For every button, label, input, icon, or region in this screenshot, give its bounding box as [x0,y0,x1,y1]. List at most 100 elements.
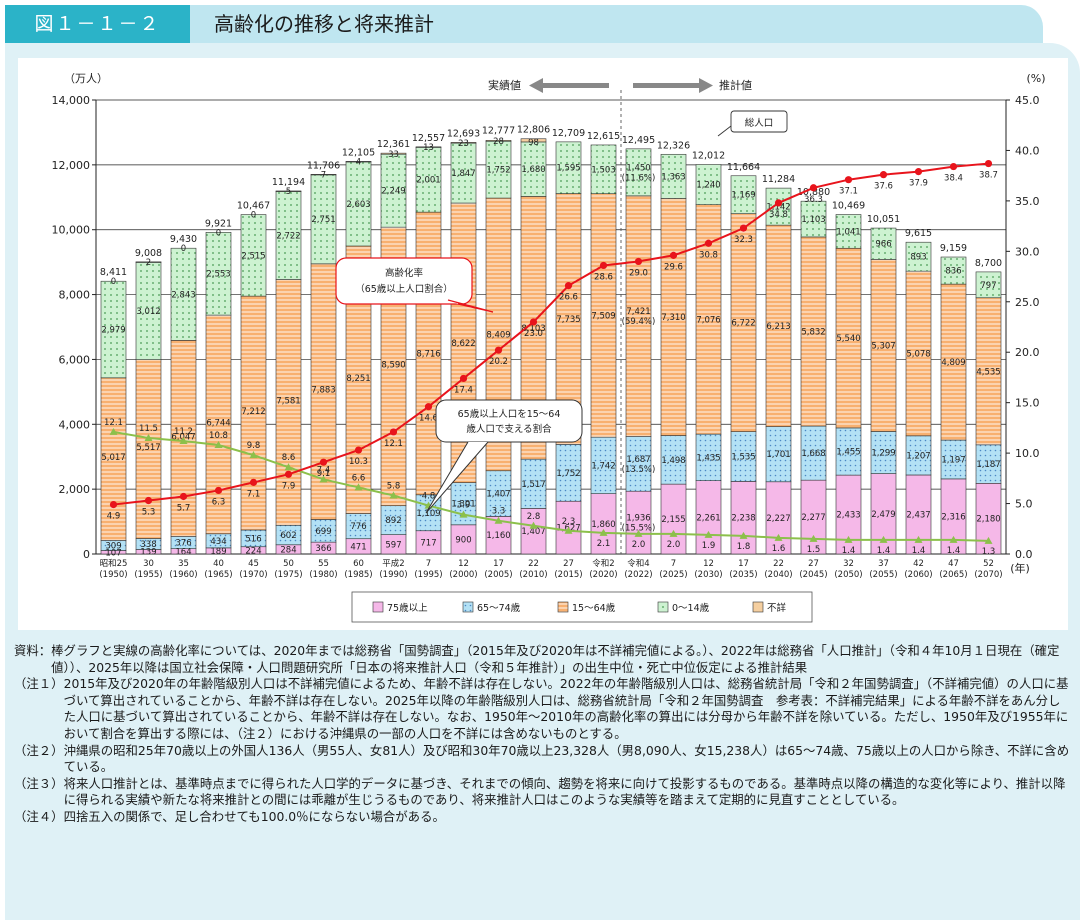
bar-segment [905,435,932,476]
aging-rate-value: 32.3 [734,235,753,245]
bar-value-line: 2,433 [836,511,860,521]
bar-segment [800,425,827,481]
bar-value-label: 8,103 [521,324,545,334]
aging-rate-marker [144,496,153,505]
support-callout-pointer [425,441,489,514]
bar-value-line: 1,936 [626,514,650,524]
bar-value-line: 7,421 [626,307,650,317]
bar-value-line: 1,109 [416,509,440,519]
support-ratio-value: 12.1 [104,418,123,428]
bar-segment [415,146,442,213]
bar-value-label: 309 [105,542,121,552]
y-left-tick-label: 2,000 [59,483,91,496]
bar-segment [765,426,792,483]
note-item: 資料： 棒グラフと実線の高齢化率については、2020年までは総務省「国勢調査」（2… [14,643,1072,676]
bar-value-label: 892 [385,516,401,526]
x-era-label: 37 [878,559,889,569]
support-ratio-marker [494,516,503,524]
bar-value-line: 6,213 [766,322,790,332]
total-population-label: 12,777 [482,126,515,137]
bar-value-line: 2,316 [941,512,965,522]
aging-rate-value: 38.4 [944,174,963,184]
bar-value-label: 1,936 (15.5%) [622,514,656,534]
support-ratio-value: 6.6 [352,473,366,483]
bar-value-label: 7,076 [696,315,720,325]
support-ratio-value: 5.8 [387,481,401,491]
aging-rate-value: 5.7 [177,503,191,513]
x-year-label: (1975) [274,570,302,580]
bar-segment [590,436,617,494]
bar-value-line: 284 [280,545,296,555]
total-population-label: 12,495 [622,135,655,146]
bar-value-line: 2,751 [311,215,335,225]
total-population-label: 12,806 [517,125,550,136]
bar-value-label: 284 [280,545,296,555]
actual-label: 実績値 [488,78,521,92]
x-year-label: (2060) [904,570,932,580]
y-right-unit: (%) [1026,72,1045,85]
support-ratio-value: 2.0 [632,540,646,550]
bar-value-line: 1,503 [591,165,615,175]
support-ratio-value: 2.1 [597,539,611,549]
bar-value-line: 107 [105,548,121,558]
bar-value-line: 1,407 [486,490,510,500]
bar-segment [835,427,862,476]
bar-segment [520,138,547,143]
legend-label: 15～64歳 [572,602,616,614]
population-aging-chart: 0 2,000 4,000 6,000 8,000 10,000 12,000 14,000 0… [52,72,1046,623]
aging-rate-value: 6.3 [212,497,226,507]
bar-value-line: 1,299 [871,449,895,459]
bar-value-label: 2,277 [801,513,825,523]
note-item: （注４） 四捨五入の関係で、足し合わせても100.0％にならない場合がある。 [14,809,1072,826]
total-population-label: 12,615 [587,131,620,142]
bar-value-label: 5,517 [136,443,160,453]
bar-value-line: 8,103 [521,324,545,334]
x-year-label: (1965) [204,570,232,580]
bar-value-line: 1,197 [941,455,965,465]
bar-segment [730,481,757,555]
bar-segment [310,174,337,176]
bar-value-line: 1,160 [486,531,510,541]
y-left-tick-label: 12,000 [52,159,91,172]
bar-value-line: 1,187 [976,460,1000,470]
support-ratio-value: 2.3 [562,517,576,527]
note-label: （注２） [14,742,64,758]
aging-rate-marker [354,446,363,454]
total-callout-pointer [717,125,732,137]
total-population-label: 12,105 [342,147,375,158]
aging-rate-marker [214,486,223,495]
aging-rate-marker [529,318,538,326]
unknown-value-label: 0 [181,244,186,254]
bar-segment [940,439,967,480]
support-ratio-value: 11.2 [174,427,193,437]
bar-value-line: 2,249 [381,187,405,197]
note-text: 四捨五入の関係で、足し合わせても100.0％にならない場合がある。 [63,808,445,824]
figure-title: 高齢化の推移と将来推計 [214,12,434,36]
bar-segment [730,213,757,432]
x-year-label: (1960) [169,570,197,580]
bar-value-line: 1,535 [731,453,755,463]
aging-rate-value: 29.0 [629,268,648,278]
bar-value-line: 2,437 [906,510,930,520]
unknown-value-label: 0 [111,277,116,287]
note-label: 資料： [14,643,52,658]
x-year-label: (2050) [834,570,862,580]
right-arrow [633,78,713,93]
bar-value-line: (11.6%) [622,173,656,183]
bar-value-label: 1,847 [451,169,475,179]
y-left-tick-label: 10,000 [52,224,91,237]
bar-value-line: 2,515 [241,251,265,261]
bar-segment [765,187,792,226]
bar-value-line: 1,301 [451,500,475,510]
x-era-label: 昭和25 [100,559,128,569]
bar-value-line: 1,752 [486,166,510,176]
note-item: （注３） 将来人口推計とは、基準時点までに得られた人口学的データに基づき、それまで… [14,776,1072,809]
x-year-label: (2005) [484,570,512,580]
bar-segment [905,270,932,437]
aging-rate-marker [984,159,993,168]
support-ratio-marker [389,491,398,499]
support-ratio-marker [284,463,293,471]
bar-value-line: 1,407 [521,527,545,537]
total-population-label: 12,361 [377,139,410,150]
bar-segment [100,377,127,541]
